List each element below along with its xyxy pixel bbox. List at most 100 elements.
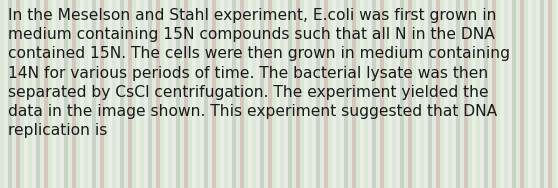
Bar [176, 0, 180, 188]
Bar [172, 0, 176, 188]
Bar [464, 0, 468, 188]
Bar [424, 0, 428, 188]
Bar [480, 0, 484, 188]
Bar [80, 0, 84, 188]
Bar [488, 0, 492, 188]
Bar [272, 0, 276, 188]
Bar [12, 0, 16, 188]
Bar [312, 0, 316, 188]
Bar [400, 0, 404, 188]
Bar [440, 0, 444, 188]
Bar [232, 0, 236, 188]
Bar [556, 0, 558, 188]
Bar [120, 0, 124, 188]
Bar [548, 0, 552, 188]
Bar [168, 0, 172, 188]
Bar [336, 0, 340, 188]
Bar [32, 0, 36, 188]
Bar [24, 0, 28, 188]
Bar [428, 0, 432, 188]
Bar [484, 0, 488, 188]
Bar [276, 0, 280, 188]
Bar [300, 0, 304, 188]
Bar [16, 0, 20, 188]
Bar [72, 0, 76, 188]
Bar [476, 0, 480, 188]
Bar [92, 0, 96, 188]
Bar [248, 0, 252, 188]
Bar [88, 0, 92, 188]
Bar [544, 0, 548, 188]
Bar [208, 0, 212, 188]
Bar [388, 0, 392, 188]
Bar [308, 0, 312, 188]
Bar [0, 0, 4, 188]
Bar [148, 0, 152, 188]
Bar [436, 0, 440, 188]
Bar [96, 0, 100, 188]
Bar [220, 0, 224, 188]
Bar [316, 0, 320, 188]
Bar [420, 0, 424, 188]
Bar [264, 0, 268, 188]
Bar [468, 0, 472, 188]
Bar [404, 0, 408, 188]
Bar [360, 0, 364, 188]
Bar [144, 0, 148, 188]
Bar [152, 0, 156, 188]
Bar [20, 0, 24, 188]
Bar [132, 0, 136, 188]
Bar [188, 0, 192, 188]
Bar [100, 0, 104, 188]
Bar [348, 0, 352, 188]
Bar [84, 0, 88, 188]
Bar [412, 0, 416, 188]
Bar [356, 0, 360, 188]
Bar [532, 0, 536, 188]
Bar [156, 0, 160, 188]
Bar [408, 0, 412, 188]
Bar [516, 0, 520, 188]
Bar [252, 0, 256, 188]
Bar [292, 0, 296, 188]
Bar [320, 0, 324, 188]
Bar [280, 0, 284, 188]
Bar [240, 0, 244, 188]
Bar [524, 0, 528, 188]
Bar [384, 0, 388, 188]
Bar [460, 0, 464, 188]
Bar [364, 0, 368, 188]
Bar [552, 0, 556, 188]
Bar [448, 0, 452, 188]
Bar [108, 0, 112, 188]
Bar [528, 0, 532, 188]
Bar [44, 0, 48, 188]
Bar [304, 0, 308, 188]
Bar [48, 0, 52, 188]
Bar [52, 0, 56, 188]
Bar [508, 0, 512, 188]
Bar [268, 0, 272, 188]
Bar [432, 0, 436, 188]
Bar [236, 0, 240, 188]
Bar [40, 0, 44, 188]
Bar [492, 0, 496, 188]
Bar [260, 0, 264, 188]
Bar [520, 0, 524, 188]
Bar [500, 0, 504, 188]
Text: In the Meselson and Stahl experiment, E.coli was first grown in
medium containin: In the Meselson and Stahl experiment, E.… [8, 8, 510, 138]
Bar [472, 0, 476, 188]
Bar [112, 0, 116, 188]
Bar [200, 0, 204, 188]
Bar [340, 0, 344, 188]
Bar [512, 0, 516, 188]
Bar [284, 0, 288, 188]
Bar [288, 0, 292, 188]
Bar [116, 0, 120, 188]
Bar [376, 0, 380, 188]
Bar [392, 0, 396, 188]
Bar [128, 0, 132, 188]
Bar [416, 0, 420, 188]
Bar [396, 0, 400, 188]
Bar [192, 0, 196, 188]
